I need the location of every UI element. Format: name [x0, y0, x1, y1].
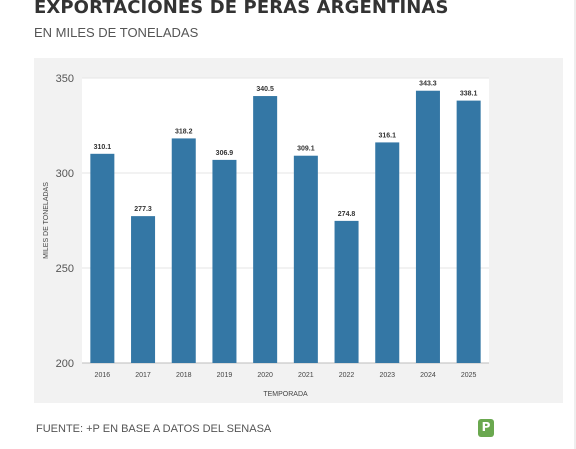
y-axis-title: MILES DE TONELADAS	[43, 182, 50, 259]
data-label: 343.3	[419, 81, 437, 88]
logo-glyph: P	[481, 420, 491, 434]
data-label: 338.1	[460, 91, 478, 98]
bar	[90, 153, 115, 363]
data-label: 274.8	[338, 211, 356, 218]
y-tick-label: 350	[56, 73, 74, 85]
bar	[253, 96, 278, 364]
bar	[131, 216, 156, 363]
data-label: 340.5	[256, 86, 274, 93]
data-label: 309.1	[297, 146, 315, 153]
data-label: 316.1	[378, 132, 396, 139]
data-label: 306.9	[216, 150, 234, 157]
bar	[293, 155, 318, 363]
x-tick-label: 2024	[420, 372, 436, 379]
chart-subtitle: EN MILES DE TONELADAS	[34, 25, 199, 40]
data-label: 310.1	[94, 144, 112, 151]
y-tick-label: 300	[56, 168, 74, 180]
x-tick-label: 2017	[135, 372, 151, 379]
p-logo-icon: P	[478, 419, 494, 437]
bar	[415, 90, 440, 363]
bar	[456, 100, 481, 364]
bar	[375, 142, 400, 363]
x-tick-label: 2019	[217, 372, 233, 379]
x-tick-label: 2025	[461, 372, 477, 379]
bar	[212, 159, 237, 363]
x-tick-label: 2018	[176, 372, 192, 379]
x-tick-label: 2020	[257, 372, 273, 379]
data-label: 318.2	[175, 128, 193, 135]
y-tick-label: 250	[56, 263, 74, 275]
x-tick-label: 2021	[298, 372, 314, 379]
y-tick-label: 200	[56, 358, 74, 370]
chart-title: EXPORTACIONES DE PERAS ARGENTINAS	[34, 0, 449, 18]
bar	[171, 138, 196, 363]
x-tick-label: 2023	[379, 372, 395, 379]
data-label: 277.3	[134, 206, 152, 213]
bar	[334, 220, 359, 363]
source-note: FUENTE: +P EN BASE A DATOS DEL SENASA	[36, 423, 272, 435]
x-tick-label: 2016	[95, 372, 111, 379]
x-tick-label: 2022	[339, 372, 355, 379]
x-axis-title: TEMPORADA	[263, 391, 308, 398]
page-divider	[574, 0, 576, 449]
